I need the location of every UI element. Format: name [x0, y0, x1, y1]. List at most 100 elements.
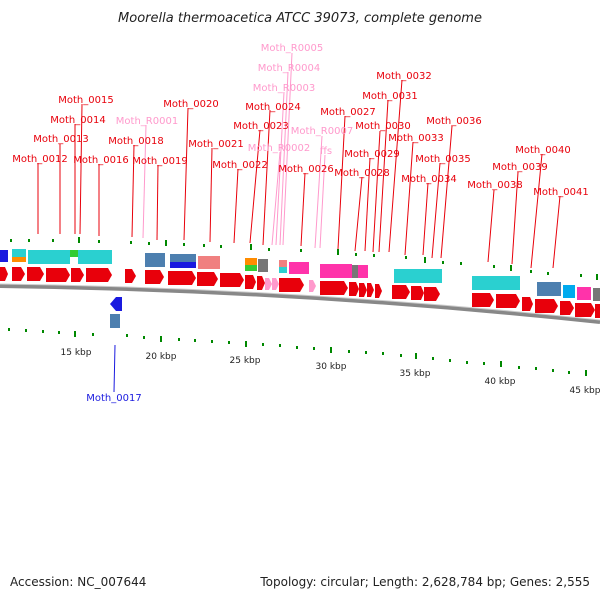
minus-gene-label: Moth_0017	[86, 393, 141, 404]
feature-box	[320, 264, 352, 278]
gene-arrow	[12, 267, 25, 281]
feature-box	[472, 276, 520, 290]
gene-label: Moth_0030	[355, 121, 410, 132]
gene-arrow	[522, 297, 533, 311]
gene-arrow	[71, 268, 84, 282]
gene-arrow	[125, 269, 136, 283]
gene-label: Moth_0018	[108, 136, 163, 147]
gene-arrow	[560, 301, 574, 315]
gene-arrow	[245, 275, 256, 289]
gene-label: Moth_0019	[132, 156, 187, 167]
gene-label: Moth_0028	[334, 168, 389, 179]
feature-boxes	[0, 249, 600, 328]
gene-label: Moth_0014	[50, 115, 105, 126]
gene-arrow	[27, 267, 44, 281]
gene-label: Moth_0036	[426, 116, 481, 127]
rna-label: Moth_R0001	[116, 116, 178, 127]
gene-label: Moth_0029	[344, 149, 399, 160]
feature-box	[358, 265, 368, 278]
gene-arrow	[496, 294, 520, 308]
feature-box	[279, 260, 287, 267]
feature-box	[110, 314, 120, 328]
scale-tick-label: 20 kbp	[146, 352, 177, 362]
gene-arrow	[392, 285, 410, 299]
genome-backbone	[0, 284, 600, 324]
feature-box	[198, 256, 220, 269]
leader-lines	[37, 52, 561, 393]
gene-label: Moth_0035	[415, 154, 470, 165]
gene-arrow	[575, 303, 595, 317]
gene-arrow	[535, 299, 558, 313]
gene-arrow	[349, 282, 359, 296]
gene-arrow	[595, 304, 600, 318]
gene-arrow	[375, 284, 382, 298]
gene-arrow	[279, 278, 304, 292]
map-title: Moorella thermoacetica ATCC 39073, compl…	[118, 11, 482, 26]
gene-label: Moth_0026	[278, 164, 333, 175]
gene-arrow	[220, 273, 244, 287]
feature-box	[78, 250, 112, 264]
gene-arrow	[86, 268, 112, 282]
gene-label: Moth_0012	[12, 154, 67, 165]
gene-label: Moth_0034	[401, 174, 456, 185]
scale-tick-label: 15 kbp	[61, 348, 92, 358]
gene-arrow	[320, 281, 348, 295]
gene-label: Moth_0020	[163, 99, 218, 110]
feature-box	[12, 249, 26, 257]
gene-label: Moth_0033	[388, 133, 443, 144]
feature-box	[279, 267, 287, 273]
gene-arrow	[46, 268, 70, 282]
gene-label: Moth_0015	[58, 95, 113, 106]
gene-arrow	[0, 267, 8, 281]
feature-box	[245, 258, 257, 265]
minor-ticks-upper	[10, 237, 598, 280]
rna-label: Moth_R0003	[253, 83, 315, 94]
feature-box	[245, 265, 257, 271]
feature-box	[28, 250, 70, 264]
feature-box	[289, 262, 309, 274]
feature-box	[394, 269, 442, 283]
feature-box	[537, 282, 561, 296]
scale-tick-label: 45 kbp	[570, 386, 600, 396]
rna-label: Moth_R0007	[291, 126, 353, 137]
scale-tick-label: 35 kbp	[400, 369, 431, 379]
feature-box	[258, 259, 268, 272]
feature-box	[352, 265, 358, 278]
feature-box	[577, 287, 591, 300]
plus-strand-genes	[0, 267, 600, 318]
rna-arrow	[309, 280, 316, 292]
genome-backbone-highlight	[0, 283, 600, 321]
gene-label: Moth_0027	[320, 107, 375, 118]
scale-tick-label: 25 kbp	[230, 356, 261, 366]
gene-label: Moth_0024	[245, 102, 300, 113]
gene-arrow	[145, 270, 164, 284]
gene-arrow	[424, 287, 440, 301]
feature-box	[12, 257, 26, 262]
feature-box	[145, 253, 165, 267]
gene-arrow	[367, 283, 374, 297]
gene-arrow	[168, 271, 196, 285]
gene-label: Moth_0023	[233, 121, 288, 132]
gene-label: Moth_0013	[33, 134, 88, 145]
scale-tick-label: 30 kbp	[316, 362, 347, 372]
feature-box	[0, 250, 8, 262]
rna-arrow	[272, 278, 279, 290]
feature-labels: Moth_0012 Moth_0013 Moth_0014 Moth_0015 …	[12, 43, 588, 404]
gene-arrow	[257, 276, 265, 290]
minor-ticks-lower	[8, 328, 587, 376]
gene-label: Moth_0032	[376, 71, 431, 82]
gene-label: Moth_0031	[362, 91, 417, 102]
gene-arrow	[359, 283, 367, 297]
minus-gene-arrow	[110, 297, 122, 311]
rna-label: Moth_R0004	[258, 63, 320, 74]
gene-label: Moth_0041	[533, 187, 588, 198]
scale-tick-label: 40 kbp	[485, 377, 516, 387]
scale-labels: 15 kbp 20 kbp 25 kbp 30 kbp 35 kbp 40 kb…	[61, 348, 600, 396]
feature-box	[170, 262, 196, 268]
gene-label: Moth_0040	[515, 145, 570, 156]
gene-label: Moth_0022	[212, 160, 267, 171]
gene-arrow	[197, 272, 218, 286]
rna-label: Moth_R0002	[248, 143, 310, 154]
feature-box	[593, 288, 600, 301]
